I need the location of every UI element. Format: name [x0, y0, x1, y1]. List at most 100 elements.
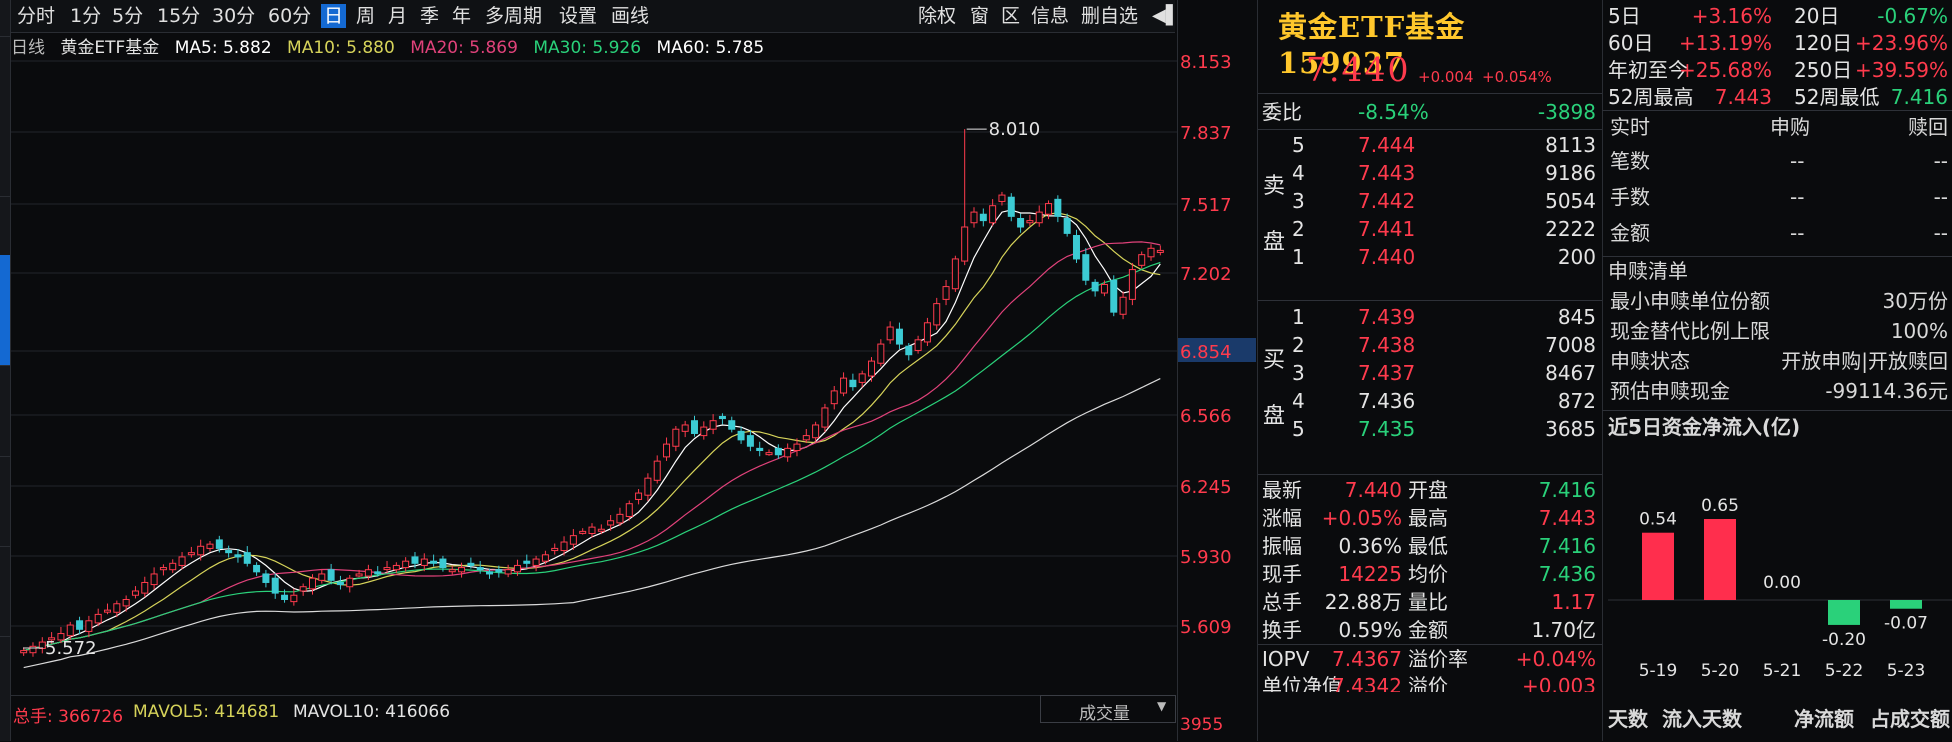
nav-tab-history[interactable]	[0, 600, 10, 637]
stat-label-2: 开盘	[1408, 476, 1448, 504]
stat-value: 22.88万	[1325, 588, 1402, 616]
candle	[300, 587, 306, 591]
candle	[365, 570, 371, 576]
nav-tab-flash-trade[interactable]	[0, 510, 10, 547]
stat-value-2: 1.17	[1551, 588, 1596, 616]
candle	[850, 380, 856, 386]
window-button[interactable]: 窗	[967, 4, 992, 28]
price-axis-tick: 6.854	[1180, 342, 1232, 363]
sell-level: 3	[1292, 187, 1305, 215]
price-axis-tick: 5.609	[1180, 617, 1232, 638]
stat-value-2: +0.003	[1522, 672, 1596, 692]
flow-date-label: 5-21	[1763, 661, 1802, 681]
multi-period-button[interactable]: 多周期	[482, 4, 545, 28]
ma-line-ma5	[24, 210, 1161, 651]
max-price-annotation: 8.010	[989, 119, 1041, 140]
buy-level: 4	[1292, 387, 1305, 415]
realtime-header: 实时 申购 赎回	[1608, 114, 1952, 140]
stat-value: 7.440	[1345, 476, 1402, 504]
period-button-year[interactable]: 年	[449, 4, 474, 28]
candle	[1064, 218, 1070, 233]
stat-value: 0.59%	[1338, 616, 1402, 644]
sell-volume: 2222	[1545, 215, 1596, 243]
order-ratio-row: 委比 -8.54% -3898	[1258, 95, 1602, 129]
candle	[1018, 218, 1024, 227]
period-button-week[interactable]: 周	[353, 4, 378, 28]
stat-label: 振幅	[1262, 532, 1302, 560]
nav-tab-watchlist[interactable]	[0, 0, 10, 37]
rt-redeem: --	[1934, 220, 1948, 246]
rt-subscribe: --	[1790, 184, 1804, 210]
perf-label: 52周最高	[1608, 84, 1693, 110]
buy-level: 2	[1292, 331, 1305, 359]
perf-value: +3.16%	[1692, 3, 1772, 29]
price-axis-labels: 8.1537.8377.5177.2026.8546.5666.2455.930…	[1178, 0, 1256, 741]
redemption-label: 现金替代比例上限	[1610, 318, 1770, 344]
candle	[263, 574, 269, 583]
nav-tab-timeshare[interactable]	[0, 160, 10, 197]
candle	[636, 493, 642, 499]
exright-button[interactable]: 除权	[915, 4, 959, 28]
price-axis-tick: 7.202	[1180, 264, 1232, 285]
candle	[1027, 221, 1033, 223]
candle	[337, 582, 343, 584]
period-button-day[interactable]: 日	[321, 4, 346, 28]
period-button-quarter[interactable]: 季	[417, 4, 442, 28]
candle	[626, 504, 632, 517]
period-button-month[interactable]: 月	[385, 4, 410, 28]
candle	[803, 436, 809, 440]
settings-button[interactable]: 设置	[556, 4, 600, 28]
candle	[496, 570, 502, 572]
period-button-30min[interactable]: 30分	[209, 4, 258, 28]
buy-volume: 8467	[1545, 359, 1596, 387]
candle	[1055, 199, 1061, 216]
candle	[142, 582, 148, 593]
stat-label: IOPV	[1262, 645, 1309, 673]
candle	[198, 546, 204, 555]
price-change: +0.004	[1418, 68, 1474, 86]
price-axis-tick: 6.245	[1180, 477, 1232, 498]
buy-volume: 872	[1558, 387, 1596, 415]
draw-line-button[interactable]: 画线	[608, 4, 652, 28]
sell-volume: 200	[1558, 243, 1596, 271]
nav-tab-profile[interactable]	[0, 420, 10, 457]
footer-inflow-days: 流入天数	[1662, 706, 1742, 732]
stat-label: 单位净值	[1262, 672, 1342, 692]
stat-label: 涨幅	[1262, 504, 1302, 532]
candle	[1101, 284, 1107, 293]
candle	[328, 570, 334, 581]
volume-indicator-select[interactable]: 成交量 ▼	[1040, 695, 1176, 723]
info-button[interactable]: 信息	[1028, 4, 1072, 28]
candle	[654, 461, 660, 480]
buy-volume: 845	[1558, 303, 1596, 331]
period-button-5min[interactable]: 5分	[109, 4, 146, 28]
candle	[813, 425, 819, 438]
candle	[95, 614, 101, 623]
sell-price: 7.441	[1358, 215, 1415, 243]
period-button-60min[interactable]: 60分	[265, 4, 314, 28]
candle	[393, 565, 399, 569]
period-button-15min[interactable]: 15分	[154, 4, 203, 28]
perf-value-2: +39.59%	[1855, 57, 1948, 83]
period-button-1min[interactable]: 1分	[67, 4, 104, 28]
range-button[interactable]: 区	[998, 4, 1023, 28]
nav-tab-kline[interactable]	[0, 255, 10, 366]
period-button-fenshi[interactable]: 分时	[14, 4, 58, 28]
candle	[580, 531, 586, 533]
candle	[915, 340, 921, 351]
candle	[291, 595, 297, 601]
remove-watchlist-button[interactable]: 删自选	[1078, 4, 1141, 28]
